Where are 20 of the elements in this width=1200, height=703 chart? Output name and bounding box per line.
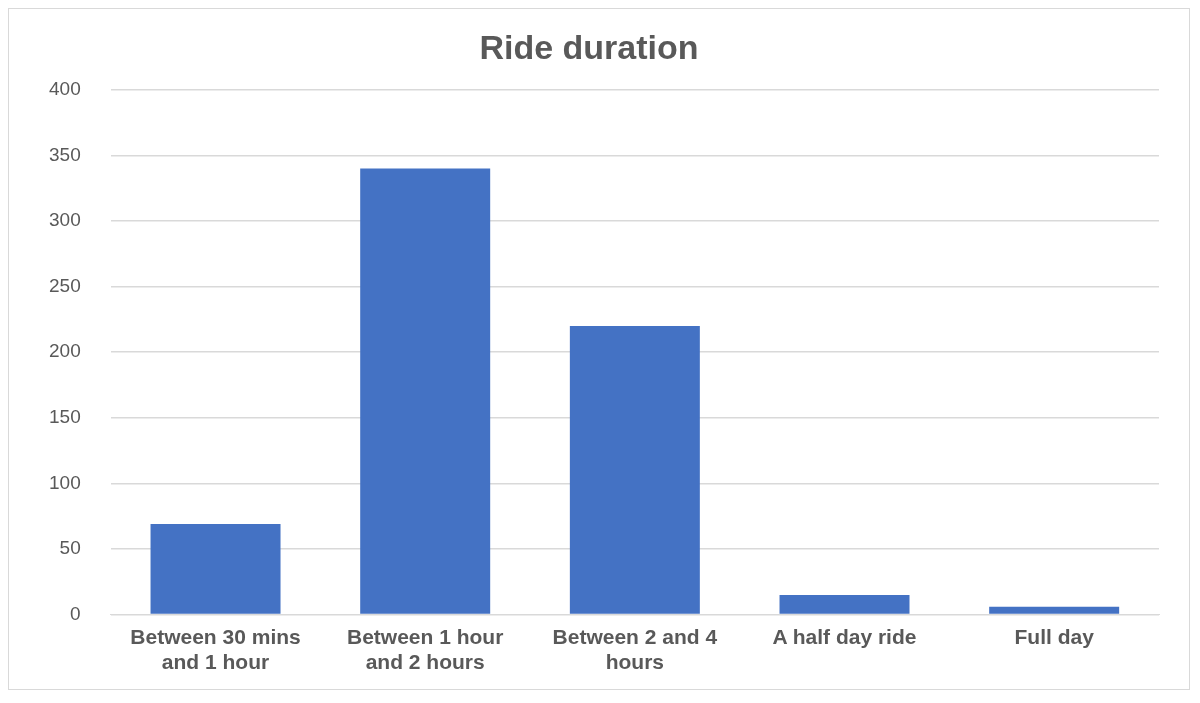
x-tick-label: Between 1 hour and 2 hours	[347, 625, 504, 674]
x-tick-label: Full day	[1014, 625, 1095, 648]
y-tick-label: 100	[49, 471, 81, 493]
chart-title: Ride duration	[479, 27, 699, 66]
x-tick-label: A half day ride	[772, 625, 917, 648]
x-tick-label: Between 30 mins and 1 hour	[130, 625, 301, 674]
y-tick-label: 50	[59, 537, 81, 559]
y-tick-label: 0	[70, 602, 81, 624]
y-tick-label: 150	[49, 406, 81, 428]
bar	[779, 594, 910, 614]
y-tick-label: 400	[49, 78, 81, 100]
y-tick-label: 350	[49, 143, 81, 165]
bar	[150, 524, 281, 614]
bar	[569, 325, 700, 614]
y-tick-label: 250	[49, 274, 81, 296]
x-tick-label: Between 2 and 4 hours	[552, 625, 718, 674]
y-tick-label: 200	[49, 340, 81, 362]
y-tick-label: 300	[49, 209, 81, 231]
bar	[989, 606, 1120, 614]
bar	[360, 168, 491, 614]
